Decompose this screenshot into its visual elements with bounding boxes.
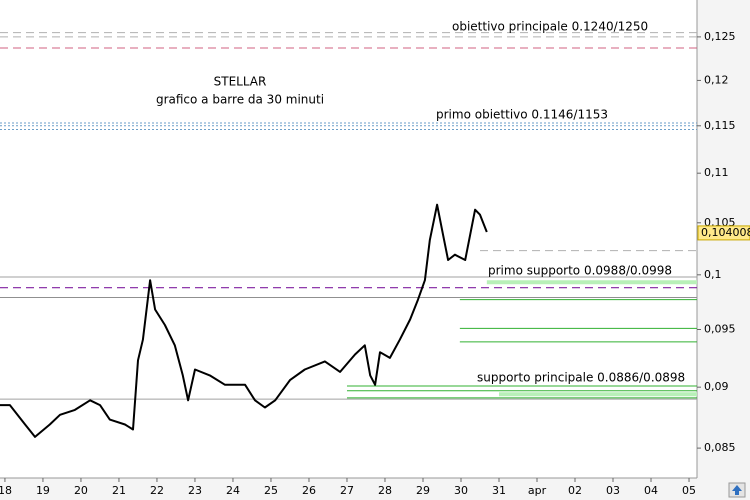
y-tick-label: 0,11 bbox=[704, 166, 729, 179]
x-tick-label: 25 bbox=[264, 484, 278, 497]
y-tick-label: 0,125 bbox=[704, 30, 736, 43]
x-tick-label: 22 bbox=[150, 484, 164, 497]
y-tick-label: 0,1 bbox=[704, 268, 722, 281]
y-tick-label: 0,12 bbox=[704, 73, 729, 86]
x-tick-label: apr bbox=[528, 484, 547, 497]
annotation: supporto principale 0.0886/0.0898 bbox=[477, 371, 685, 385]
annotation: STELLAR bbox=[214, 75, 267, 89]
plot bbox=[0, 203, 488, 438]
x-tick-label: 31 bbox=[492, 484, 506, 497]
levels bbox=[0, 32, 697, 400]
annotation: grafico a barre da 30 minuti bbox=[156, 93, 324, 107]
scroll-button[interactable] bbox=[728, 482, 746, 498]
y-tick-label: 0,085 bbox=[704, 441, 736, 454]
annotation: obiettivo principale 0.1240/1250 bbox=[452, 20, 648, 34]
x-tick-label: 05 bbox=[682, 484, 696, 497]
y-tick-label: 0,115 bbox=[704, 119, 736, 132]
x-axis-panel bbox=[0, 478, 750, 500]
x-tick-label: 26 bbox=[302, 484, 316, 497]
x-tick-label: 02 bbox=[568, 484, 582, 497]
last-price-box bbox=[697, 225, 750, 241]
axes: 0,0850,090,0950,10,1050,110,1150,120,125… bbox=[0, 30, 750, 497]
x-tick-label: 21 bbox=[112, 484, 126, 497]
y-tick-label: 0,095 bbox=[704, 323, 736, 336]
price-line bbox=[0, 203, 488, 438]
x-tick-label: 23 bbox=[188, 484, 202, 497]
x-tick-label: 27 bbox=[340, 484, 354, 497]
x-tick-label: 28 bbox=[378, 484, 392, 497]
x-tick-label: 24 bbox=[226, 484, 240, 497]
x-tick-label: 19 bbox=[36, 484, 50, 497]
y-axis-panel bbox=[697, 0, 750, 500]
x-tick-label: 29 bbox=[416, 484, 430, 497]
x-tick-label: 03 bbox=[606, 484, 620, 497]
x-tick-label: 30 bbox=[454, 484, 468, 497]
annotation: primo obiettivo 0.1146/1153 bbox=[436, 108, 608, 122]
annotation: primo supporto 0.0988/0.0998 bbox=[488, 264, 672, 278]
x-tick-label: 18 bbox=[0, 484, 12, 497]
x-tick-label: 20 bbox=[74, 484, 88, 497]
last-price-label: 0,104008 bbox=[701, 226, 750, 239]
x-tick-label: 04 bbox=[644, 484, 658, 497]
y-tick-label: 0,09 bbox=[704, 380, 729, 393]
